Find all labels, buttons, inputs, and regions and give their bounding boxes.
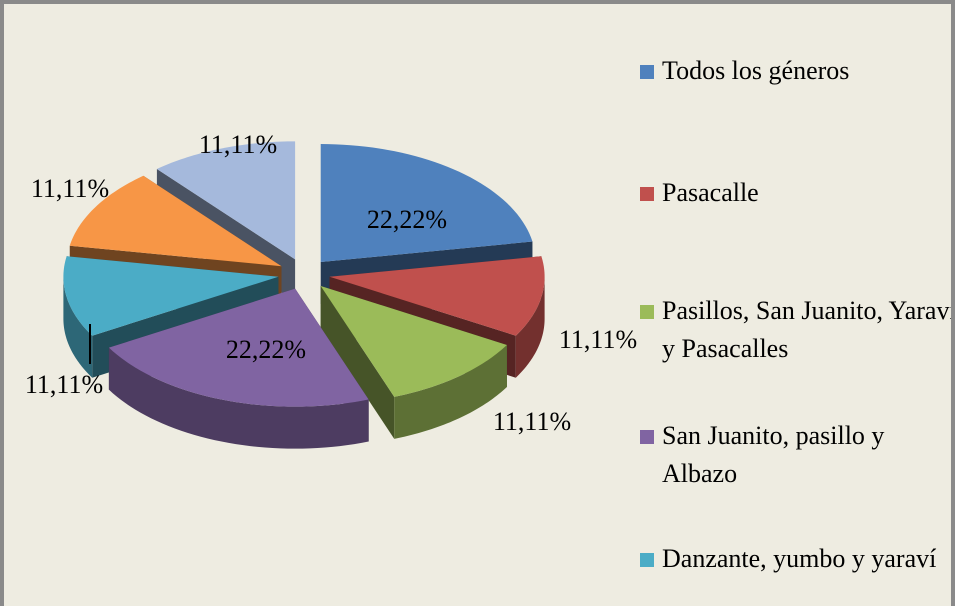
slice-wall <box>394 344 507 439</box>
legend-label: Danzante, yumbo y yaraví <box>662 544 937 573</box>
slice-wall <box>515 276 545 378</box>
legend-swatch <box>640 305 654 319</box>
data-label: 22,22% <box>367 205 447 234</box>
legend-item: Todos los géneros <box>640 52 951 90</box>
slice <box>320 285 507 439</box>
legend-swatch <box>640 187 654 201</box>
legend-swatch <box>640 430 654 444</box>
legend-swatch <box>640 553 654 567</box>
data-label: 11,11% <box>25 370 103 399</box>
slice-top <box>156 141 296 260</box>
slice-top <box>63 256 279 336</box>
legend-item: Danzante, yumbo y yaraví <box>640 540 951 578</box>
slice-top <box>69 175 282 267</box>
slice-top <box>320 285 507 397</box>
data-label: 22,22% <box>226 335 306 364</box>
legend-label: San Juanito, pasillo y Albazo <box>662 421 885 488</box>
slice <box>108 288 369 449</box>
legend-item: Pasacalle <box>640 174 951 212</box>
slice-top <box>108 288 369 407</box>
legend-item: Pasillos, San Juanito, Yaraví y Pasacall… <box>640 292 955 368</box>
slice-side <box>320 285 395 439</box>
slice-top <box>320 144 533 263</box>
legend-label: Pasacalle <box>662 178 759 207</box>
slice-top <box>329 256 545 336</box>
data-label: 11,11% <box>559 325 637 354</box>
slice-wall <box>63 276 93 378</box>
legend-item: San Juanito, pasillo y Albazo <box>640 417 951 493</box>
slice-wall <box>108 347 369 449</box>
data-label: 11,11% <box>199 130 277 159</box>
legend-label: Todos los géneros <box>662 56 850 85</box>
data-label: 11,11% <box>31 174 109 203</box>
legend-label: Pasillos, San Juanito, Yaraví y Pasacall… <box>662 296 955 363</box>
legend-swatch <box>640 65 654 79</box>
pie-plot: 22,22% 11,11% 11,11% 22,22% 11,11% 11,11% 11,1… <box>25 130 637 449</box>
data-label: 11,11% <box>493 407 571 436</box>
